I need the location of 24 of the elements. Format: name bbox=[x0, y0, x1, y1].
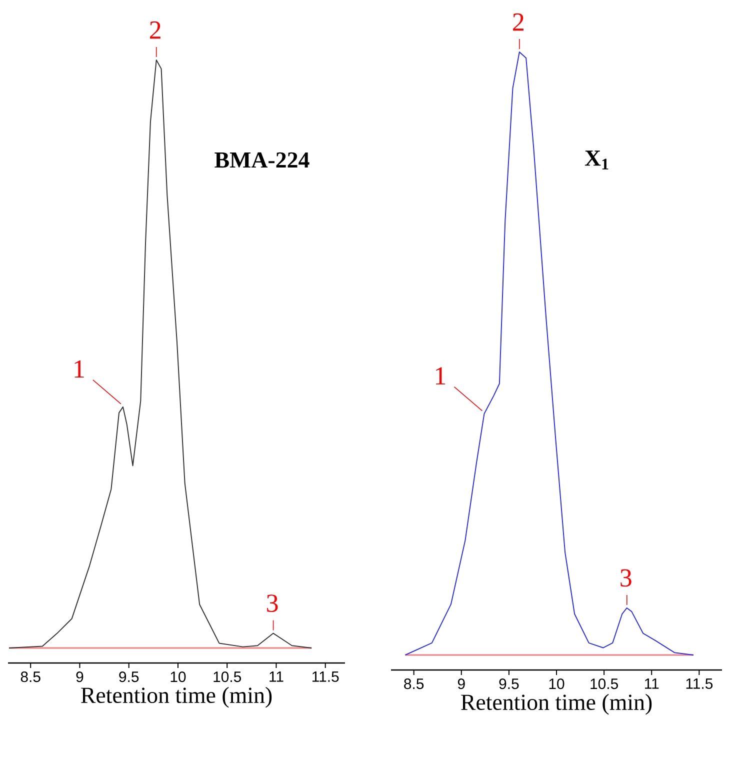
x-tick-label: 11.5 bbox=[312, 672, 339, 682]
x-tick-label: 8.5 bbox=[20, 672, 40, 682]
x-tick-label: 9 bbox=[458, 678, 465, 690]
annotation: 3 bbox=[267, 594, 278, 612]
annotation: 2 bbox=[513, 13, 524, 31]
x-tick-label: 10.5 bbox=[214, 672, 242, 682]
x-tick-label: 8.5 bbox=[404, 678, 424, 690]
x-tick-label: 9.5 bbox=[119, 672, 139, 682]
x-tick-label: 9 bbox=[76, 672, 84, 682]
text: X$_{1}$ bbox=[584, 150, 608, 170]
text: BMA-224 bbox=[214, 152, 310, 168]
x-axis-title: Retention time (min) bbox=[81, 686, 272, 708]
annotation: 1 bbox=[436, 367, 446, 384]
x-tick-label: 9.5 bbox=[499, 678, 519, 690]
x-tick-label: 10 bbox=[549, 678, 564, 690]
annotation: 3 bbox=[620, 569, 632, 587]
annotation: 2 bbox=[150, 21, 160, 39]
x-tick-label: 11.5 bbox=[686, 678, 713, 689]
x-tick-label: 10 bbox=[170, 672, 186, 682]
x-tick-label: 11 bbox=[645, 678, 659, 689]
x-tick-label: 10.5 bbox=[590, 678, 618, 690]
x-axis-title: Retention time (min) bbox=[461, 694, 652, 715]
annotation: 1 bbox=[74, 360, 84, 378]
x-tick-label: 11 bbox=[270, 672, 284, 682]
